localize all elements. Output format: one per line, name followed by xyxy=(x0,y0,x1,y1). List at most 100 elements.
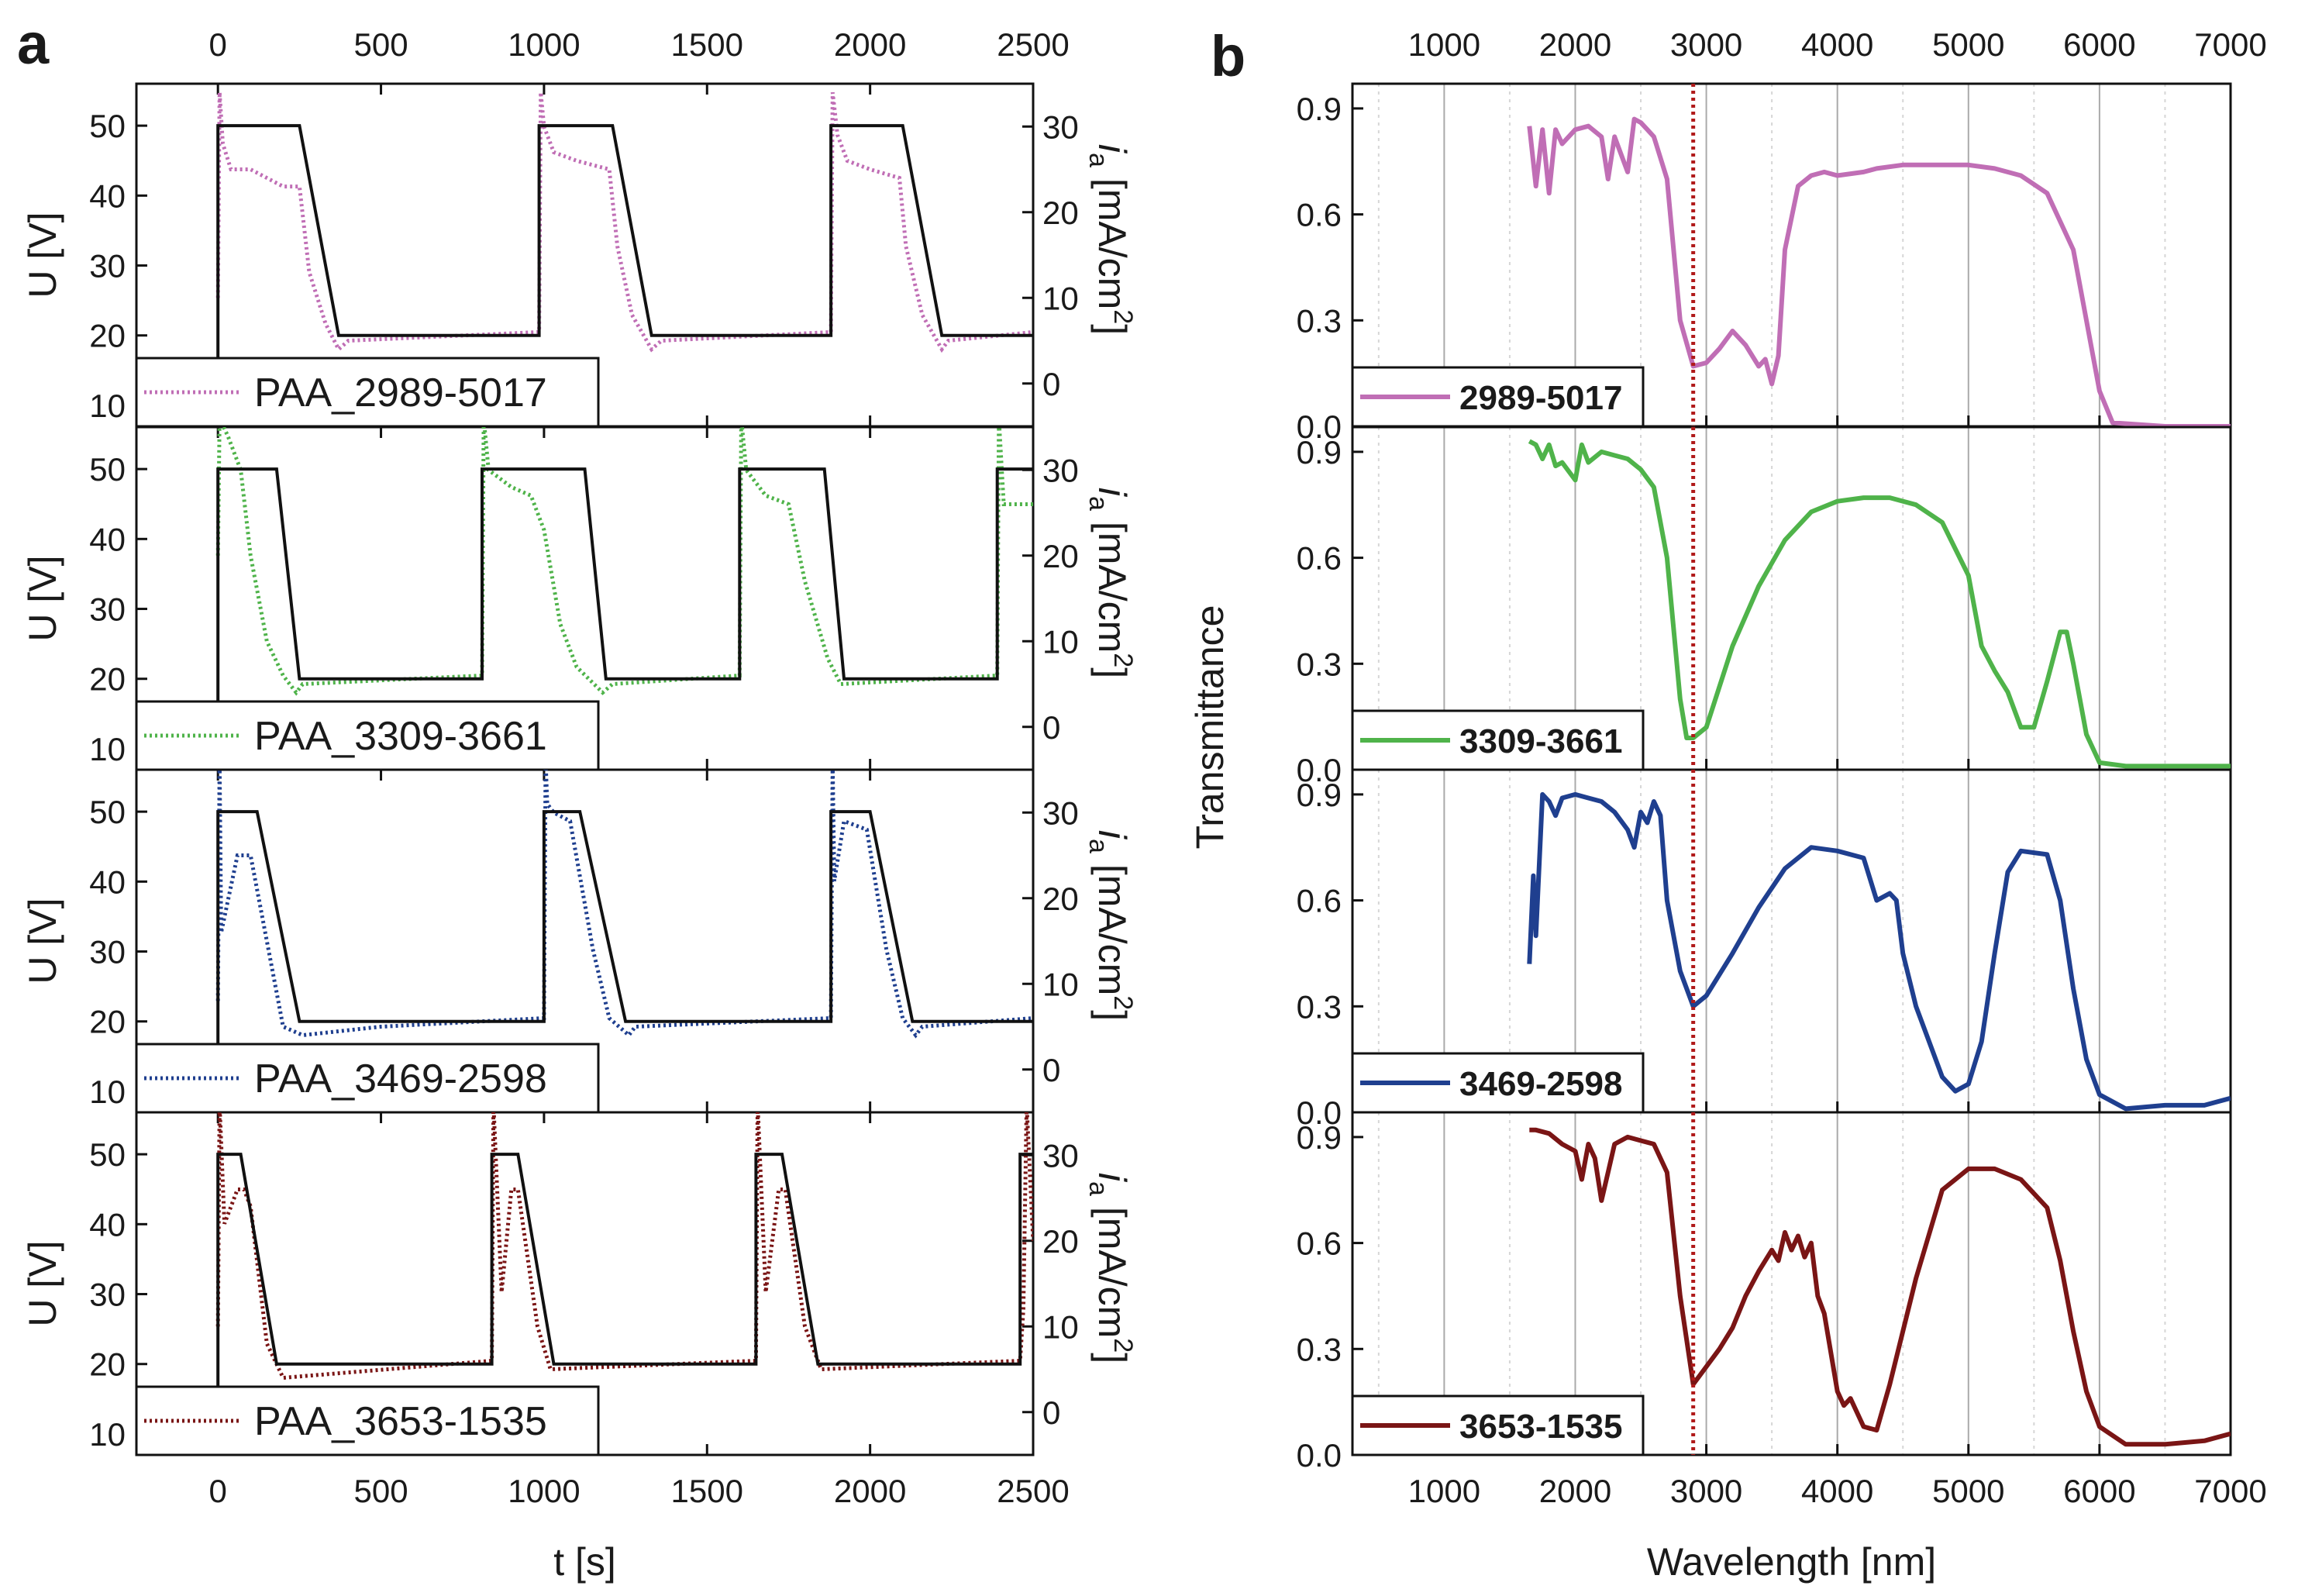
right-y-tick-label: 0 xyxy=(1042,709,1060,746)
y-tick-label: 0.6 xyxy=(1297,197,1342,233)
left-y-tick-label: 10 xyxy=(89,1416,126,1453)
right-y-axis-title-subscript: a xyxy=(1084,1181,1113,1196)
panel-b-top-x-tick: 7000 xyxy=(2194,26,2266,63)
left-y-axis-title: U [V] xyxy=(21,212,64,298)
y-tick-label: 0.0 xyxy=(1297,408,1342,445)
panel-b-subplot: 0.0 0.3 0.6 0.9 3653-1535 xyxy=(1297,1111,2232,1474)
right-y-axis-title-subscript: a xyxy=(1084,839,1113,853)
right-y-tick-label: 30 xyxy=(1042,452,1079,488)
legend-box xyxy=(135,700,600,771)
right-y-tick-label: 0 xyxy=(1042,1394,1060,1431)
legend-label: 3309-3661 xyxy=(1459,722,1622,760)
panel-b-top-x-tick: 5000 xyxy=(1932,26,2004,63)
right-y-axis-title-subscript: a xyxy=(1084,153,1113,167)
transmittance-line xyxy=(1527,116,2231,426)
right-y-axis-title-superscript: 2 xyxy=(1108,309,1138,324)
right-y-tick-label: 10 xyxy=(1042,623,1079,660)
panel-b-legend: 2989-5017 xyxy=(1351,366,1645,428)
y-tick-label: 0.6 xyxy=(1297,540,1342,577)
panel-b-bottom-x-tick: 3000 xyxy=(1670,1473,1742,1509)
panel-b-subplot: 0.0 0.3 0.6 0.9 2989-5017 xyxy=(1297,82,2232,445)
left-y-tick-label: 40 xyxy=(89,521,126,557)
transmittance-line xyxy=(1527,791,2231,1112)
panel-b-y-axis-title: Transmittance xyxy=(1188,605,1232,850)
left-y-tick-label: 50 xyxy=(89,108,126,144)
right-y-tick-label: 0 xyxy=(1042,1052,1060,1088)
right-y-axis-title: ia [mA/cm2] xyxy=(1084,144,1138,335)
panel-a-subplot: 10 20 30 40 50 0 10 20 30 U [V] ia [mA/cm2] PAA_346… xyxy=(21,768,1138,1114)
transmittance-line xyxy=(1529,1127,2231,1447)
left-y-axis-title: U [V] xyxy=(21,898,64,984)
panel-a-bottom-x-tick: 1500 xyxy=(671,1473,743,1509)
left-y-tick-label: 10 xyxy=(89,388,126,424)
panel-a-top-x-tick: 500 xyxy=(354,26,408,63)
y-tick-label: 0.6 xyxy=(1297,1225,1342,1262)
right-y-axis-title-symbol: i xyxy=(1090,1173,1134,1183)
left-y-tick-label: 20 xyxy=(89,1004,126,1040)
panel-b-legend: 3309-3661 xyxy=(1351,709,1645,771)
right-y-tick-label: 10 xyxy=(1042,280,1079,316)
left-y-axis-title: U [V] xyxy=(21,555,64,641)
left-y-tick-label: 50 xyxy=(89,1136,126,1173)
right-y-axis-title-symbol: i xyxy=(1090,144,1134,154)
current-density-line xyxy=(215,1112,1033,1381)
left-y-tick-label: 30 xyxy=(89,248,126,284)
left-y-tick-label: 50 xyxy=(89,451,126,488)
left-y-tick-label: 10 xyxy=(89,1074,126,1110)
panel-a-legend: PAA_3309-3661 xyxy=(135,700,600,771)
y-tick-label: 0.9 xyxy=(1297,91,1342,127)
current-density-line xyxy=(215,91,1033,353)
right-y-tick-label: 20 xyxy=(1042,538,1079,574)
panel-a-legend: PAA_3653-1535 xyxy=(135,1385,600,1456)
panel-b-bottom-x-tick: 4000 xyxy=(1801,1473,1873,1509)
legend-label: 3469-2598 xyxy=(1459,1065,1622,1103)
right-y-axis-title-superscript: 2 xyxy=(1108,1338,1138,1353)
right-y-axis-title-unit: [mA/cm xyxy=(1090,167,1134,309)
legend-label: PAA_2989-5017 xyxy=(254,371,547,415)
panel-b-subplot: 0.0 0.3 0.6 0.9 3469-2598 xyxy=(1297,768,2232,1131)
panel-a-bottom-x-tick: 2000 xyxy=(834,1473,906,1509)
right-y-axis-title-unit: [mA/cm xyxy=(1090,511,1134,653)
y-tick-label: 0.0 xyxy=(1297,1437,1342,1474)
panel-a-top-x-tick: 1500 xyxy=(671,26,743,63)
y-tick-label: 0.9 xyxy=(1297,777,1342,813)
left-y-tick-label: 40 xyxy=(89,178,126,214)
right-y-tick-label: 20 xyxy=(1042,195,1079,231)
right-y-axis-title: ia [mA/cm2] xyxy=(1084,830,1138,1021)
panel-b-bottom-x-tick: 1000 xyxy=(1408,1473,1480,1509)
right-y-tick-label: 30 xyxy=(1042,1137,1079,1174)
panel-a-subplot: 10 20 30 40 50 0 10 20 30 U [V] ia [mA/cm2] PAA_365… xyxy=(21,1111,1138,1456)
y-tick-label: 0.0 xyxy=(1297,1094,1342,1131)
legend-label: PAA_3309-3661 xyxy=(254,714,547,759)
right-y-tick-label: 10 xyxy=(1042,966,1079,1002)
right-y-tick-label: 10 xyxy=(1042,1308,1079,1345)
right-y-axis-title: ia [mA/cm2] xyxy=(1084,488,1138,678)
right-y-axis-title-unit: [mA/cm xyxy=(1090,1196,1134,1338)
right-y-tick-label: 20 xyxy=(1042,1223,1079,1260)
panel-a-bottom-x-tick: 2500 xyxy=(997,1473,1069,1509)
y-tick-label: 0.6 xyxy=(1297,883,1342,919)
panel-a-subplot: 10 20 30 40 50 0 10 20 30 U [V] ia [mA/cm2] PAA_330… xyxy=(21,426,1138,771)
y-tick-label: 0.3 xyxy=(1297,646,1342,682)
right-y-tick-label: 30 xyxy=(1042,109,1079,145)
current-density-line xyxy=(215,427,1033,696)
panel-b-bottom-x-tick: 6000 xyxy=(2063,1473,2135,1509)
legend-label: 3653-1535 xyxy=(1459,1408,1622,1446)
panel-b-legend: 3469-2598 xyxy=(1351,1052,1645,1114)
left-y-tick-label: 10 xyxy=(89,731,126,767)
right-y-axis-title-close: ] xyxy=(1090,667,1134,678)
y-tick-label: 0.3 xyxy=(1297,988,1342,1025)
legend-box xyxy=(135,357,600,428)
legend-label: PAA_3469-2598 xyxy=(254,1057,547,1101)
left-y-tick-label: 30 xyxy=(89,1277,126,1313)
left-y-tick-label: 20 xyxy=(89,661,126,698)
panel-a-bottom-x-tick: 0 xyxy=(209,1473,227,1509)
panel-a-top-x-tick: 1000 xyxy=(508,26,580,63)
right-y-tick-label: 20 xyxy=(1042,881,1079,917)
y-tick-label: 0.9 xyxy=(1297,1119,1342,1156)
left-y-tick-label: 30 xyxy=(89,591,126,628)
y-tick-label: 0.9 xyxy=(1297,434,1342,471)
right-y-axis-title-subscript: a xyxy=(1084,496,1113,511)
legend-label: 2989-5017 xyxy=(1459,379,1622,417)
